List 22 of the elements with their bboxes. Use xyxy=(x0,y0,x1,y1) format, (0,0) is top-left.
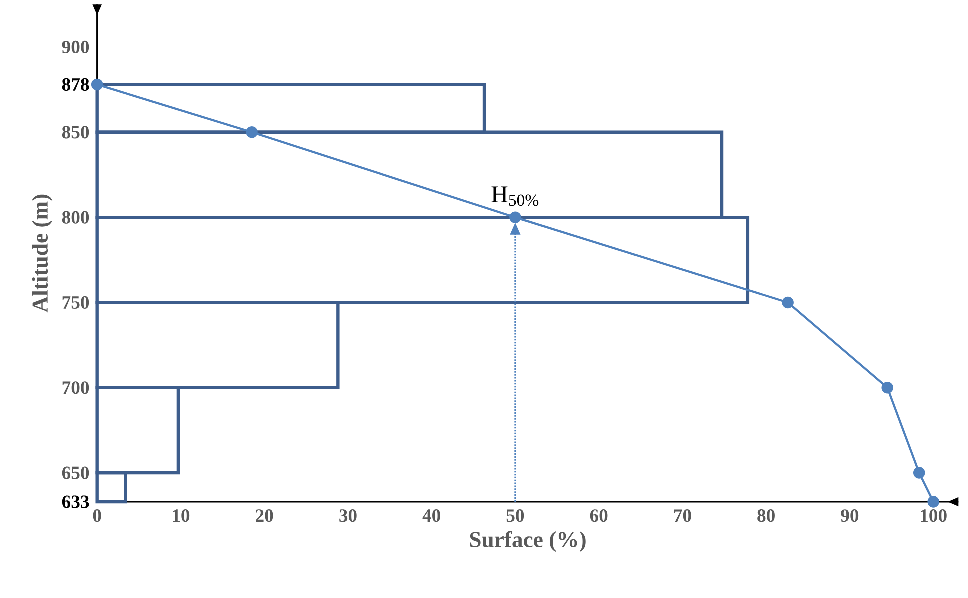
x-tick-label: 60 xyxy=(590,510,608,522)
x-axis-title: Surface (%) xyxy=(470,531,586,552)
x-tick-label: 100 xyxy=(921,510,947,522)
y-tick-label: 878 xyxy=(62,78,90,92)
x-tick-label: 80 xyxy=(758,510,775,522)
x-tick-label: 30 xyxy=(340,510,357,522)
y-tick-label: 850 xyxy=(62,126,90,139)
annotation: H$_{50%}$ xyxy=(492,186,539,206)
y-tick-label: 650 xyxy=(62,466,90,480)
x-tick-label: 20 xyxy=(256,510,274,522)
y-tick-label: 800 xyxy=(62,211,90,224)
y-tick-label: 700 xyxy=(62,382,90,394)
y-axis-title: Altitude (m) xyxy=(32,194,53,313)
x-tick-label: 50 xyxy=(506,510,524,522)
y-tick-label: 900 xyxy=(62,40,90,54)
y-tick-label: 750 xyxy=(62,296,90,310)
y-tick-label: 633 xyxy=(62,496,90,508)
x-tick-label: 10 xyxy=(173,510,190,522)
x-tick-label: 90 xyxy=(841,510,859,522)
x-tick-label: 40 xyxy=(422,510,440,522)
x-tick-label: 70 xyxy=(674,510,692,522)
x-tick-label: 0 xyxy=(93,510,102,522)
